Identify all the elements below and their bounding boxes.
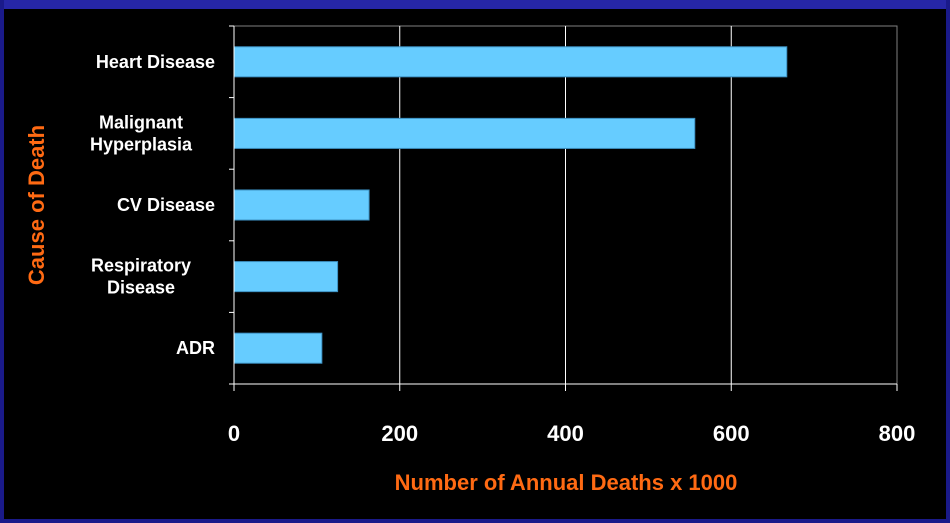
- category-label-line: Respiratory: [91, 256, 191, 276]
- category-label-cv-disease: CV Disease: [117, 195, 215, 215]
- category-labels: Heart Disease Malignant Hyperplasia CV Dise…: [90, 52, 215, 358]
- category-label-line: Disease: [107, 278, 175, 298]
- slide-frame-right: [946, 0, 950, 523]
- x-axis-title: Number of Annual Deaths x 1000: [395, 470, 738, 495]
- bar-heart-disease: [233, 46, 788, 78]
- slide-frame-left: [0, 0, 4, 523]
- category-label-line: Malignant: [99, 112, 183, 132]
- gridlines: [399, 26, 732, 384]
- category-label-line: CV Disease: [117, 195, 215, 215]
- bars: [233, 46, 788, 364]
- bar-adr: [233, 332, 323, 364]
- x-tick-label-800: 800: [879, 421, 916, 446]
- x-tick-labels: 0 200 400 600 800: [228, 421, 915, 446]
- axes: [229, 25, 898, 391]
- category-label-malignant-hyperplasia: Malignant Hyperplasia: [90, 112, 193, 154]
- category-label-line: ADR: [176, 338, 215, 358]
- x-tick-label-200: 200: [381, 421, 418, 446]
- x-tick-label-600: 600: [713, 421, 750, 446]
- slide-frame-bottom: [0, 519, 950, 523]
- category-label-line: Heart Disease: [96, 52, 215, 72]
- bar-cv-disease: [233, 189, 370, 221]
- x-tick-label-400: 400: [547, 421, 584, 446]
- category-label-adr: ADR: [176, 338, 215, 358]
- y-axis-title: Cause of Death: [24, 125, 49, 285]
- category-label-respiratory-disease: Respiratory Disease: [91, 256, 191, 298]
- bar-malignant-hyperplasia: [233, 117, 696, 149]
- x-tick-label-0: 0: [228, 421, 240, 446]
- category-label-line: Hyperplasia: [90, 134, 193, 154]
- category-label-heart-disease: Heart Disease: [96, 52, 215, 72]
- bar-respiratory-disease: [233, 261, 339, 293]
- slide-top-bar: [0, 0, 950, 9]
